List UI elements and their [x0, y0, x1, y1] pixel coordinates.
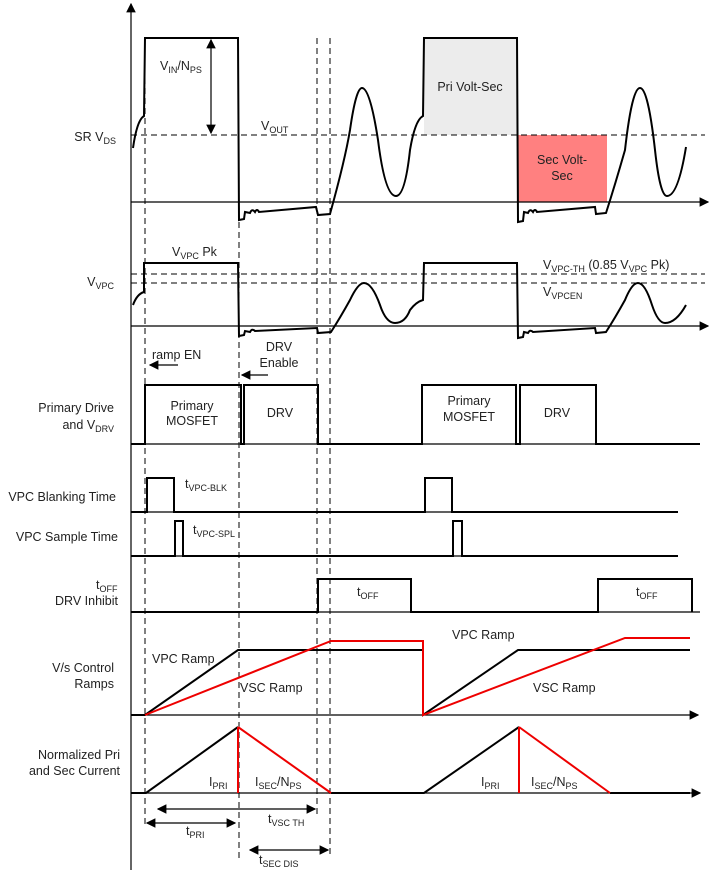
sec-volt-sec-area — [517, 135, 607, 202]
label-ramp-en: ramp EN — [152, 348, 201, 362]
label-drv-b: DRV — [544, 406, 571, 420]
label-toff: tOFF — [357, 585, 379, 601]
label-sec-volt-sec-2: Sec — [551, 169, 573, 183]
label-primary-mosfet-b: Primary — [447, 394, 491, 408]
row-label-sample: VPC Sample Time — [16, 530, 118, 544]
pri-volt-sec-area — [424, 38, 517, 135]
sr-vds-waveform — [132, 37, 687, 224]
label-primary-mosfet-b-2: MOSFET — [443, 410, 495, 424]
label-vvpc-pk: VVPC Pk — [172, 245, 218, 261]
row-label-vvpc: VVPC — [87, 275, 114, 291]
label-drv-enable: DRV — [266, 340, 293, 354]
label-vpc-ramp: VPC Ramp — [152, 652, 215, 666]
secondary-current — [237, 726, 611, 794]
label-isec-nps-b: ISEC/NPS — [531, 775, 578, 791]
label-vvpcen: VVPCEN — [543, 285, 582, 301]
label-tvsc-th: tVSC TH — [268, 812, 304, 828]
label-primary-mosfet: Primary — [170, 399, 214, 413]
label-tpri: tPRI — [186, 824, 205, 840]
vvpc-waveform — [132, 262, 687, 340]
label-vin-nps: VIN/NPS — [160, 59, 202, 75]
row-label-current: Normalized Pri — [38, 748, 120, 762]
label-sec-volt-sec: Sec Volt- — [537, 153, 587, 167]
label-primary-mosfet-2: MOSFET — [166, 414, 218, 428]
row-label-blanking: VPC Blanking Time — [8, 490, 116, 504]
label-vvpc-th: VVPC-TH (0.85 VVPC Pk) — [543, 258, 669, 274]
label-tvpc-blk: tVPC-BLK — [185, 477, 227, 493]
label-vout: VOUT — [261, 119, 289, 135]
row-label-drv-inhibit: DRV Inhibit — [55, 594, 119, 608]
label-ipri: IPRI — [209, 775, 228, 791]
label-drv: DRV — [267, 406, 294, 420]
row-label-sr-vds: SR VDS — [74, 130, 116, 146]
label-drv-enable-2: Enable — [260, 356, 299, 370]
label-vpc-ramp-b: VPC Ramp — [452, 628, 515, 642]
row-label-ramps-2: Ramps — [74, 677, 114, 691]
sample-waveform — [131, 520, 678, 557]
label-pri-volt-sec: Pri Volt-Sec — [437, 80, 502, 94]
label-vsc-ramp-b: VSC Ramp — [533, 681, 596, 695]
label-tsec-dis: tSEC DIS — [259, 853, 299, 869]
vpc-ramp — [131, 649, 690, 717]
label-vsc-ramp: VSC Ramp — [240, 681, 303, 695]
primary-current — [131, 726, 690, 794]
row-label-primary-drive: Primary Drive — [38, 401, 114, 415]
label-tvpc-spl: tVPC-SPL — [193, 523, 235, 539]
blanking-waveform — [131, 477, 678, 513]
row-label-toff: tOFF — [96, 578, 118, 594]
toff-waveform — [131, 578, 693, 613]
label-isec-nps: ISEC/NPS — [255, 775, 302, 791]
row-label-ramps: V/s Control — [52, 661, 114, 675]
label-ipri-b: IPRI — [481, 775, 500, 791]
row-label-primary-drive-2: and VDRV — [62, 418, 114, 434]
vsc-ramp — [144, 637, 690, 717]
row-label-current-2: and Sec Current — [29, 764, 121, 778]
primary-drive-waveform — [131, 384, 700, 445]
label-toff-b: tOFF — [636, 585, 658, 601]
